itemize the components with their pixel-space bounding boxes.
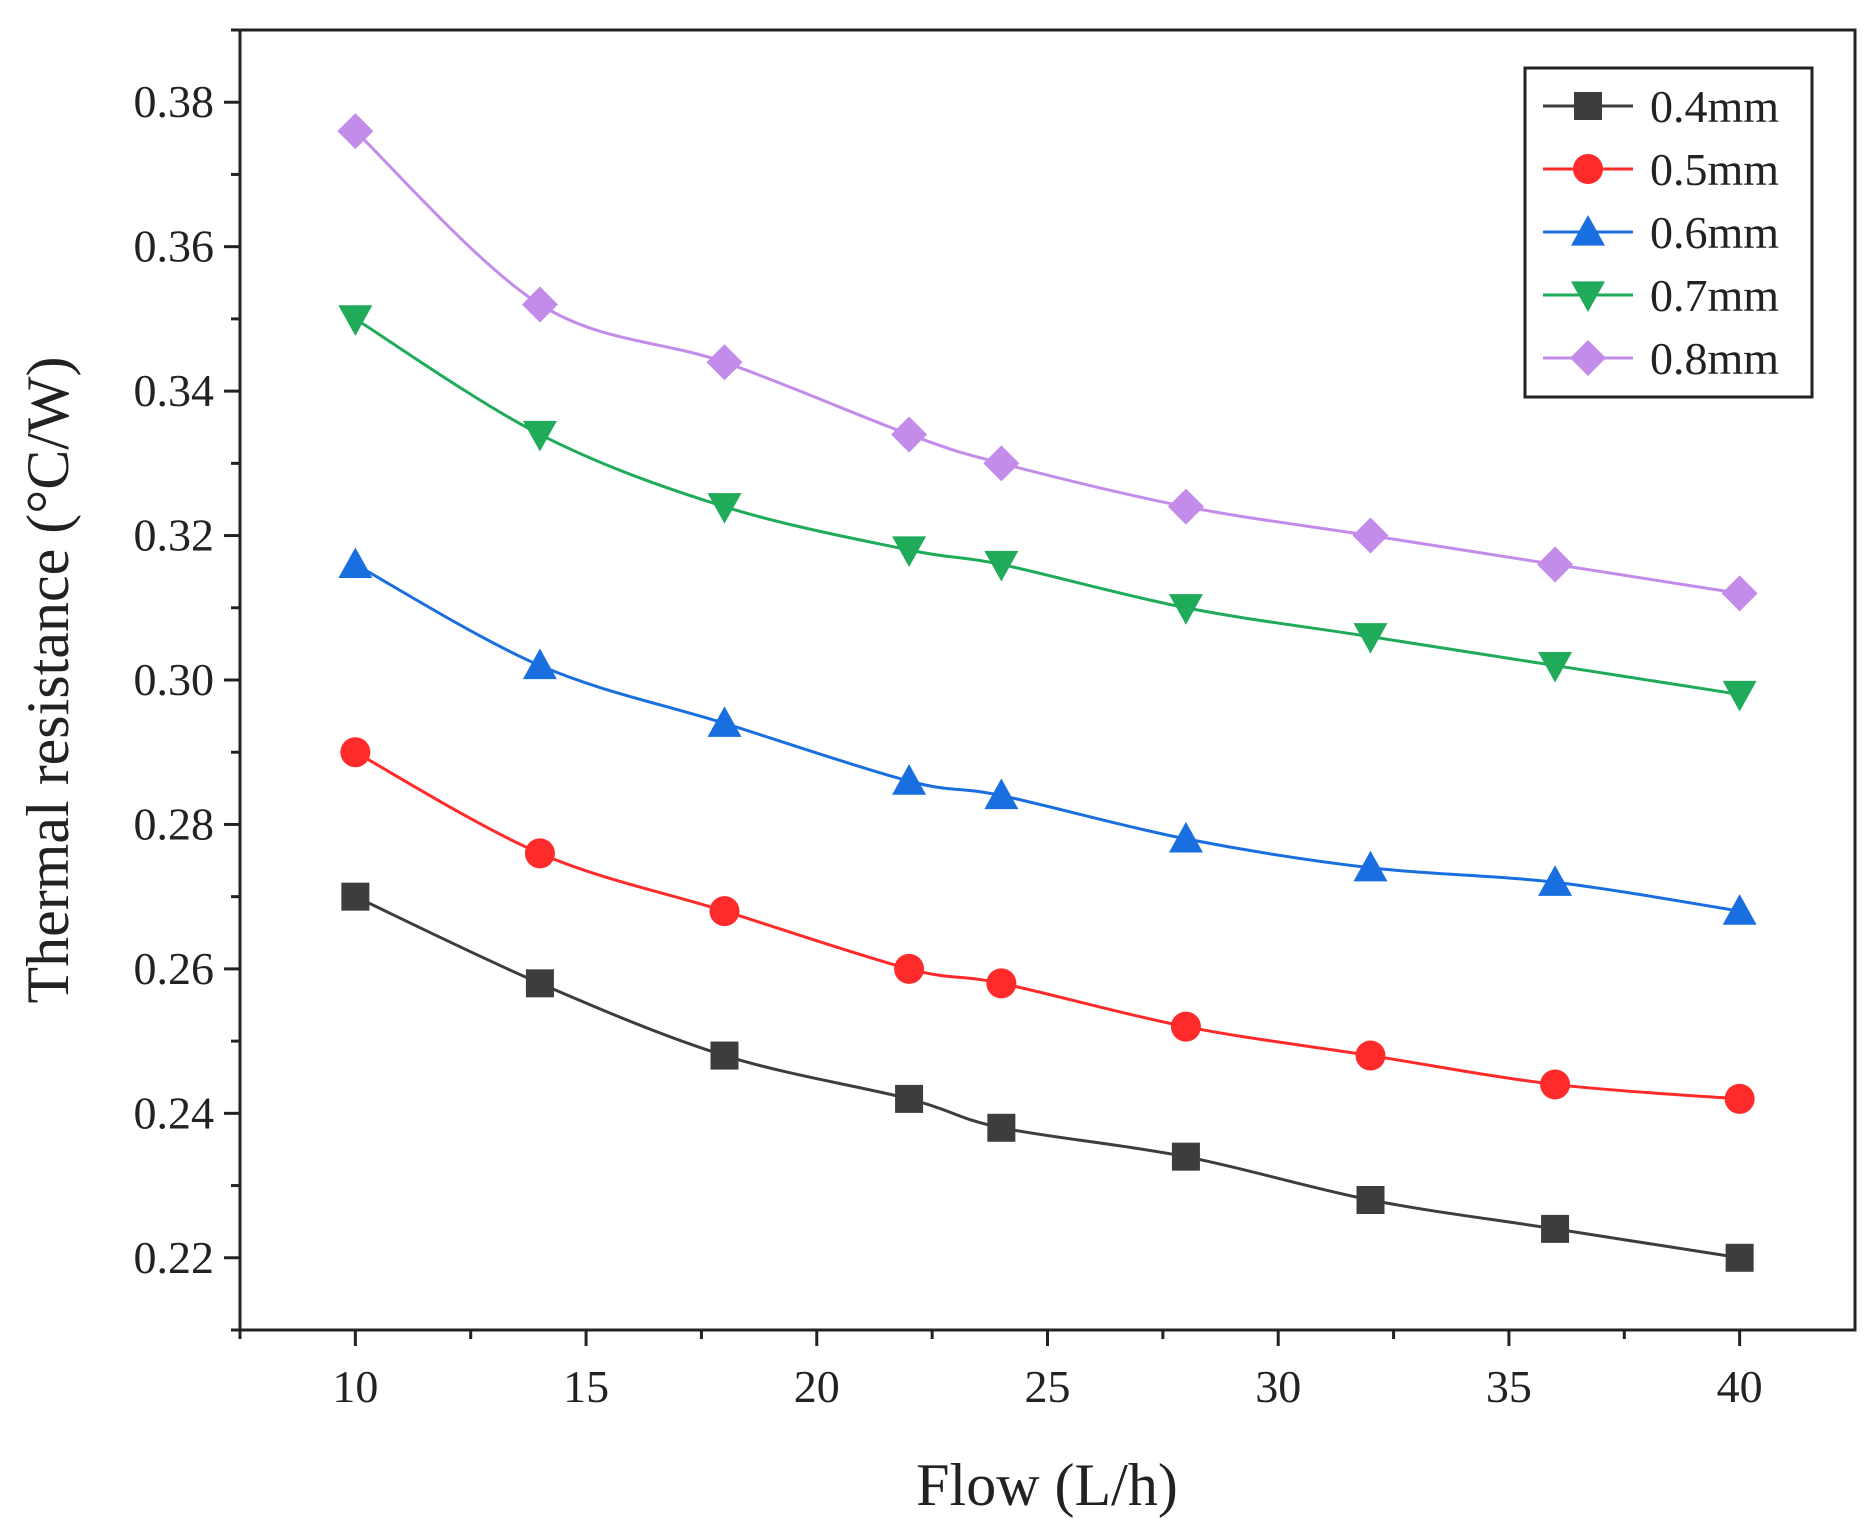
- data-point-0-8mm: [337, 113, 374, 150]
- x-tick-label: 40: [1717, 1361, 1763, 1412]
- data-point-0-6mm: [1168, 821, 1203, 853]
- data-point-0-6mm: [892, 764, 927, 795]
- x-tick-label: 35: [1486, 1361, 1532, 1412]
- data-point-0-7mm: [892, 536, 927, 567]
- data-point-0-5mm: [709, 896, 740, 927]
- data-point-0-4mm: [1356, 1186, 1385, 1214]
- data-point-0-6mm: [707, 706, 742, 737]
- legend-marker: [1573, 154, 1603, 184]
- legend-item-0-7mm: 0.7mm: [1543, 270, 1779, 321]
- x-tick-label: 20: [794, 1361, 840, 1412]
- legend-marker: [1571, 281, 1605, 312]
- x-axis: 10 15 20 25 30 35 40: [238, 1330, 1763, 1412]
- legend-item-0-5mm: 0.5mm: [1543, 144, 1779, 195]
- data-point-0-8mm: [983, 445, 1020, 482]
- data-point-0-4mm: [525, 969, 554, 998]
- series-line-0-4mm: [354, 895, 1740, 1260]
- series-line-0-5mm: [354, 750, 1740, 1101]
- data-point-0-8mm: [1537, 546, 1574, 583]
- x-tick-label: 10: [332, 1361, 378, 1412]
- legend-item-0-4mm: 0.4mm: [1543, 81, 1779, 132]
- data-point-0-4mm: [710, 1041, 739, 1070]
- legend-label: 0.4mm: [1650, 81, 1779, 132]
- data-point-0-4mm: [341, 882, 370, 911]
- x-tick-label: 25: [1025, 1361, 1071, 1412]
- y-tick-label: 0.28: [134, 798, 215, 849]
- data-point-0-7mm: [338, 305, 373, 336]
- series-0-7mm: [338, 305, 1757, 712]
- series-layer: [337, 113, 1758, 1272]
- y-tick-label: 0.30: [134, 654, 215, 705]
- data-point-0-6mm: [1722, 894, 1757, 925]
- data-point-0-4mm: [1725, 1243, 1754, 1272]
- y-axis: 0.22 0.24 0.26 0.28 0.30 0.32 0.34 0.36 0.38: [134, 28, 240, 1332]
- legend-item-0-6mm: 0.6mm: [1543, 207, 1779, 258]
- x-tick-label: 15: [563, 1361, 609, 1412]
- data-point-0-8mm: [706, 344, 743, 381]
- data-point-0-7mm: [1538, 651, 1573, 683]
- y-tick-label: 0.22: [134, 1232, 215, 1283]
- data-point-0-7mm: [1168, 594, 1203, 625]
- data-point-0-4mm: [895, 1084, 924, 1113]
- data-point-0-5mm: [1355, 1040, 1386, 1071]
- legend-label: 0.8mm: [1650, 333, 1779, 384]
- series-0-4mm: [341, 882, 1754, 1272]
- y-tick-label: 0.38: [134, 76, 215, 127]
- data-point-0-5mm: [340, 737, 371, 768]
- y-axis-title: Thermal resistance (°C/W): [15, 356, 81, 1003]
- legend-label: 0.5mm: [1650, 144, 1779, 195]
- legend-label: 0.7mm: [1650, 270, 1779, 321]
- data-point-0-5mm: [1724, 1083, 1755, 1114]
- x-tick-label: 30: [1255, 1361, 1301, 1412]
- data-point-0-7mm: [1353, 623, 1388, 654]
- data-point-0-6mm: [984, 778, 1019, 810]
- legend-label: 0.6mm: [1650, 207, 1779, 258]
- data-point-0-7mm: [984, 550, 1019, 582]
- data-point-0-5mm: [524, 838, 555, 869]
- series-0-8mm: [337, 113, 1758, 612]
- series-line-0-6mm: [354, 563, 1740, 913]
- data-point-0-6mm: [338, 547, 373, 579]
- data-point-0-5mm: [1170, 1011, 1201, 1042]
- legend-item-0-8mm: 0.8mm: [1543, 333, 1779, 384]
- x-axis-title: Flow (L/h): [916, 1452, 1178, 1518]
- legend-marker: [1570, 340, 1606, 376]
- y-tick-label: 0.26: [134, 943, 215, 994]
- data-point-0-6mm: [1353, 850, 1388, 882]
- data-point-0-8mm: [521, 286, 558, 323]
- data-point-0-8mm: [891, 416, 928, 453]
- data-point-0-7mm: [522, 420, 557, 452]
- data-point-0-4mm: [987, 1113, 1016, 1142]
- data-point-0-4mm: [1171, 1142, 1200, 1171]
- legend-marker: [1571, 215, 1605, 246]
- y-tick-label: 0.36: [134, 221, 215, 272]
- y-tick-label: 0.24: [134, 1087, 215, 1138]
- data-point-0-8mm: [1721, 575, 1758, 612]
- legend-marker: [1574, 92, 1602, 120]
- data-point-0-8mm: [1167, 488, 1204, 525]
- series-0-6mm: [338, 547, 1757, 925]
- data-point-0-8mm: [1352, 517, 1389, 554]
- data-point-0-5mm: [894, 953, 925, 984]
- data-point-0-7mm: [1722, 680, 1757, 712]
- data-point-0-7mm: [707, 493, 742, 524]
- data-point-0-4mm: [1541, 1214, 1570, 1243]
- y-tick-label: 0.32: [134, 510, 215, 561]
- series-0-5mm: [340, 737, 1755, 1114]
- data-point-0-6mm: [522, 648, 557, 680]
- data-point-0-5mm: [1540, 1069, 1571, 1100]
- legend: 0.4mm 0.5mm 0.6mm 0.7mm 0.8mm: [1523, 66, 1814, 399]
- data-point-0-5mm: [986, 968, 1017, 999]
- data-point-0-6mm: [1538, 865, 1573, 896]
- y-tick-label: 0.34: [134, 365, 215, 416]
